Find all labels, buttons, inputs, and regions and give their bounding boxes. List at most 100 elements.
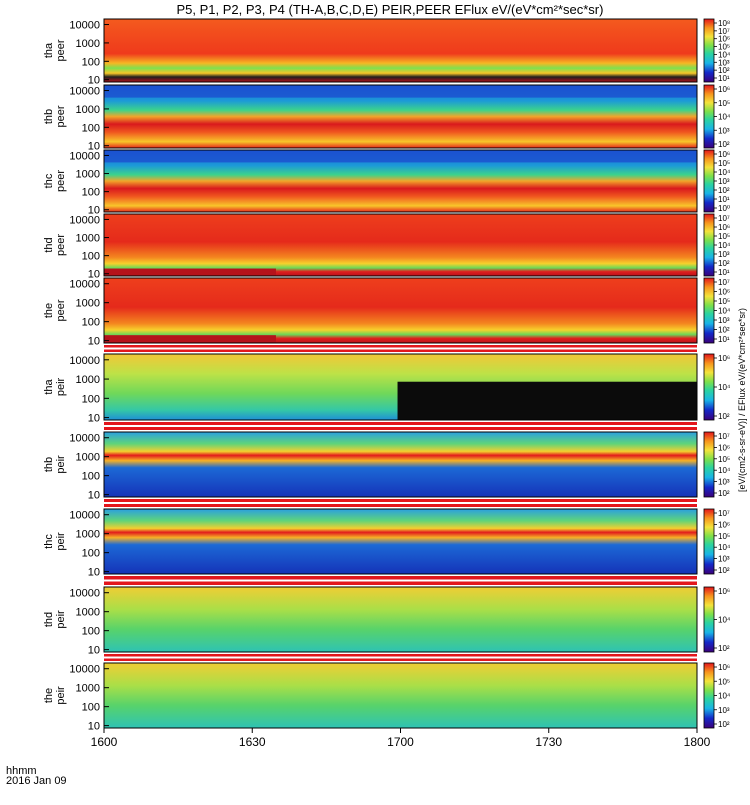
y-tick-label: 100: [82, 626, 100, 638]
colorbar-tick-label: 10³: [718, 316, 730, 325]
y-tick-label: 1000: [76, 104, 100, 116]
panel-frame: [103, 508, 698, 575]
y-tick-label: 100: [82, 56, 100, 68]
colorbar-tick-label: 10⁶: [718, 354, 730, 363]
colorbar-tick-label: 10⁵: [718, 43, 730, 52]
colorbar-tick-label: 10⁶: [718, 288, 730, 297]
panel-probe-label: thb: [43, 457, 55, 472]
panel-thb-peir: 10 100 1000 10000 thb peir 10⁷ 10⁶ 10⁵ 10⁴ 10³ 10²: [43, 431, 731, 502]
colorbar-tick-label: 10²: [718, 489, 730, 498]
y-tick-label: 10: [88, 75, 100, 87]
panel-species-label: peer: [55, 105, 67, 127]
colorbar-tick-label: 10³: [718, 177, 730, 186]
spectrogram-image: [104, 214, 697, 276]
spectrogram-image: [104, 432, 697, 497]
colorbar: [703, 431, 715, 498]
high-energy-band: [104, 85, 697, 98]
colorbar-tick-label: 10⁴: [718, 543, 731, 552]
panel-probe-label: thb: [43, 109, 55, 124]
colorbar-tick-label: 10⁴: [718, 692, 731, 701]
colorbar-tick-label: 10⁴: [718, 307, 731, 316]
y-tick-label: 100: [82, 393, 100, 405]
panel-species-label: peer: [55, 234, 67, 256]
colorbar-tick-label: 10³: [718, 555, 730, 564]
colorbar-tick-label: 10⁴: [718, 50, 731, 59]
colorbar-tick-label: 10³: [718, 250, 730, 259]
panel-frame: [103, 213, 698, 277]
colorbar-tick-label: 10⁴: [718, 113, 731, 122]
y-tick-label: 10000: [69, 433, 100, 445]
panel-frame: [103, 84, 698, 149]
y-tick-label: 10: [88, 205, 100, 217]
colorbar-tick-label: 10³: [718, 706, 730, 715]
y-tick-label: 1000: [76, 529, 100, 541]
quality-flag-gap: [104, 425, 697, 427]
panel-frame: [103, 586, 698, 653]
colorbar-tick-label: 10³: [718, 58, 730, 67]
panel-probe-label: the: [43, 303, 55, 318]
quality-flag-gap: [104, 502, 697, 504]
panel-species-label: peir: [55, 686, 67, 705]
y-tick-label: 10000: [69, 150, 100, 162]
colorbar: [703, 149, 715, 213]
colorbar-tick-label: 10⁷: [718, 214, 730, 223]
panel-probe-label: thc: [43, 534, 55, 549]
y-tick-label: 1000: [76, 38, 100, 50]
y-tick-label: 10000: [69, 664, 100, 676]
y-tick-label: 1000: [76, 298, 100, 310]
quality-flag-gap: [104, 656, 697, 659]
colorbar-tick-label: 10²: [718, 186, 730, 195]
spectrogram-image: [104, 663, 697, 728]
y-tick-label: 1000: [76, 374, 100, 386]
y-tick-label: 1000: [76, 233, 100, 245]
colorbar-tick-label: 10⁵: [718, 677, 730, 686]
colorbar-tick-label: 10⁴: [718, 616, 731, 625]
quality-flag-gap: [104, 579, 697, 582]
panel-species-label: peir: [55, 377, 67, 396]
y-tick-label: 100: [82, 187, 100, 199]
x-tick-label: 1700: [387, 735, 414, 749]
quality-flag-gap: [104, 347, 697, 350]
y-tick-label: 10000: [69, 510, 100, 522]
high-energy-band: [104, 150, 697, 163]
colorbar-tick-label: 10⁴: [718, 466, 731, 475]
x-label-line2: 2016 Jan 09: [6, 775, 67, 787]
panel-species-label: peer: [55, 170, 67, 192]
colorbar-tick-label: 10⁵: [718, 297, 730, 306]
panel-thb-peer: 10 100 1000 10000 thb peer 10⁶ 10⁵ 10⁴ 10³ 10²: [43, 84, 731, 153]
colorbar-tick-label: 10⁵: [718, 532, 730, 541]
panel-frame: [103, 431, 698, 498]
colorbar-tick-label: 10²: [718, 326, 730, 335]
colorbar-tick-label: 10²: [718, 259, 730, 268]
colorbar-tick-label: 10²: [718, 412, 730, 421]
colorbar: [703, 508, 715, 575]
panel-thd-peir: 10 100 1000 10000 thd peir 10⁶ 10⁴ 10²: [43, 586, 731, 657]
colorbar-tick-label: 10⁷: [718, 432, 730, 441]
x-label-line1: hhmm: [6, 765, 37, 777]
x-tick-label: 1800: [684, 735, 711, 749]
panel-probe-label: tha: [43, 42, 55, 58]
panel-species-label: peer: [55, 299, 67, 321]
y-tick-label: 100: [82, 471, 100, 483]
y-tick-label: 100: [82, 702, 100, 714]
colorbar-tick-label: 10⁶: [718, 85, 730, 94]
panel-probe-label: thc: [43, 173, 55, 188]
x-tick-label: 1730: [535, 735, 562, 749]
colorbar-tick-label: 10⁵: [718, 232, 730, 241]
y-tick-label: 100: [82, 251, 100, 263]
colorbar-tick-label: 10⁷: [718, 27, 730, 36]
colorbar-label: [eV/(cm2-s-sr-eV)] / EFlux eV/(eV*cm²*se…: [737, 308, 747, 492]
y-tick-label: 10000: [69, 279, 100, 291]
colorbar-tick-label: 10⁶: [718, 223, 730, 232]
colorbar: [703, 353, 715, 421]
spectrogram-image: [104, 19, 697, 82]
colorbar-tick-label: 10⁰: [718, 204, 730, 213]
colorbar-tick-label: 10²: [718, 140, 730, 149]
y-tick-label: 10: [88, 336, 100, 348]
colorbar-tick-label: 10²: [718, 66, 730, 75]
time-axis: 1600 1630 1700 1730 1800: [91, 728, 711, 749]
colorbar-tick-label: 10⁶: [718, 35, 730, 44]
